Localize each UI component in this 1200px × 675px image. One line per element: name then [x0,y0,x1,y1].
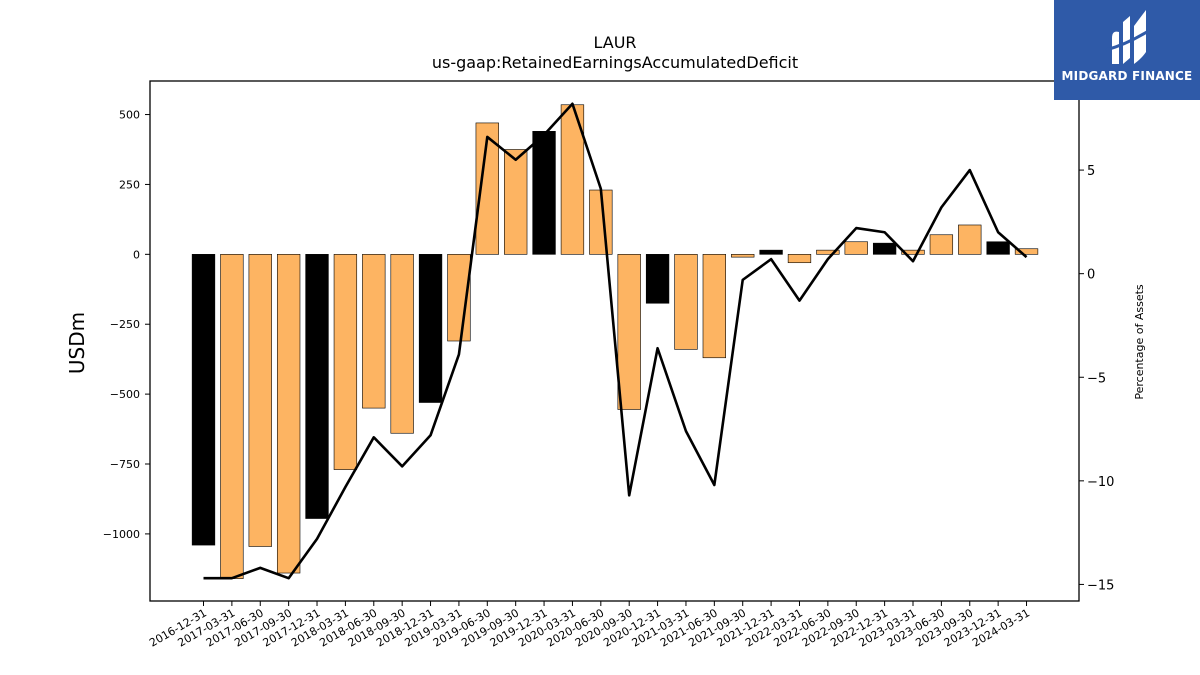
bar-2023-12-31 [986,241,1010,255]
bar-2021-03-31 [674,254,698,350]
bar-2021-09-30 [731,254,755,258]
bar-2023-06-30 [929,234,954,255]
y2-tick-label: −10 [1087,475,1114,490]
bar-2017-12-31 [305,254,329,519]
y2-tick-label: 5 [1087,164,1095,179]
y-tick-label: 0 [133,248,140,261]
bar-2017-06-30 [248,254,272,547]
bar-2019-06-30 [475,122,499,255]
bar-2018-06-30 [362,254,386,409]
y-tick-label: −500 [110,388,140,401]
y-tick-label: −250 [110,318,140,331]
midgard-logo-icon [1105,10,1151,65]
y-tick-label: 250 [119,178,140,191]
y2-tick-label: −5 [1087,371,1106,386]
logo-name: MIDGARD FINANCE [1061,69,1193,83]
plot-frame [149,80,1080,602]
chart-subtitle: us-gaap:RetainedEarningsAccumulatedDefic… [432,53,798,72]
bar-2019-12-31 [532,131,556,255]
y-tick-label: −1000 [103,528,140,541]
bar-2022-09-30 [844,241,868,255]
bar-2017-03-31 [220,254,244,579]
bar-2017-09-30 [276,254,301,574]
bar-2023-03-31 [901,249,925,255]
bar-2018-09-30 [390,254,414,434]
bar-2020-12-31 [645,254,670,304]
bar-2022-12-31 [872,242,897,255]
y-tick-label: 500 [119,109,140,122]
y2-tick-label: 0 [1087,268,1095,283]
y2-axis-label: Percentage of Assets [1133,284,1146,400]
y2-tick-label: −15 [1087,578,1114,593]
bar-2022-03-31 [787,254,812,264]
bar-2018-03-31 [333,254,358,470]
y-axis-label: USDm [65,312,89,374]
bar-2019-09-30 [504,149,528,255]
bar-2021-06-30 [702,254,726,359]
y-tick-label: −750 [110,458,140,471]
bar-2016-12-31 [191,254,216,546]
bar-2018-12-31 [418,254,443,403]
chart-title: LAUR [593,33,636,52]
bar-2023-09-30 [958,224,982,255]
bar-2020-09-30 [617,254,641,410]
line-series-percentage-of-assets [203,102,1028,580]
bar-2021-12-31 [759,249,783,255]
brand-logo: MIDGARD FINANCE [1054,0,1200,100]
bar-2022-06-30 [816,249,840,255]
bar-2024-03-31 [1014,248,1039,255]
